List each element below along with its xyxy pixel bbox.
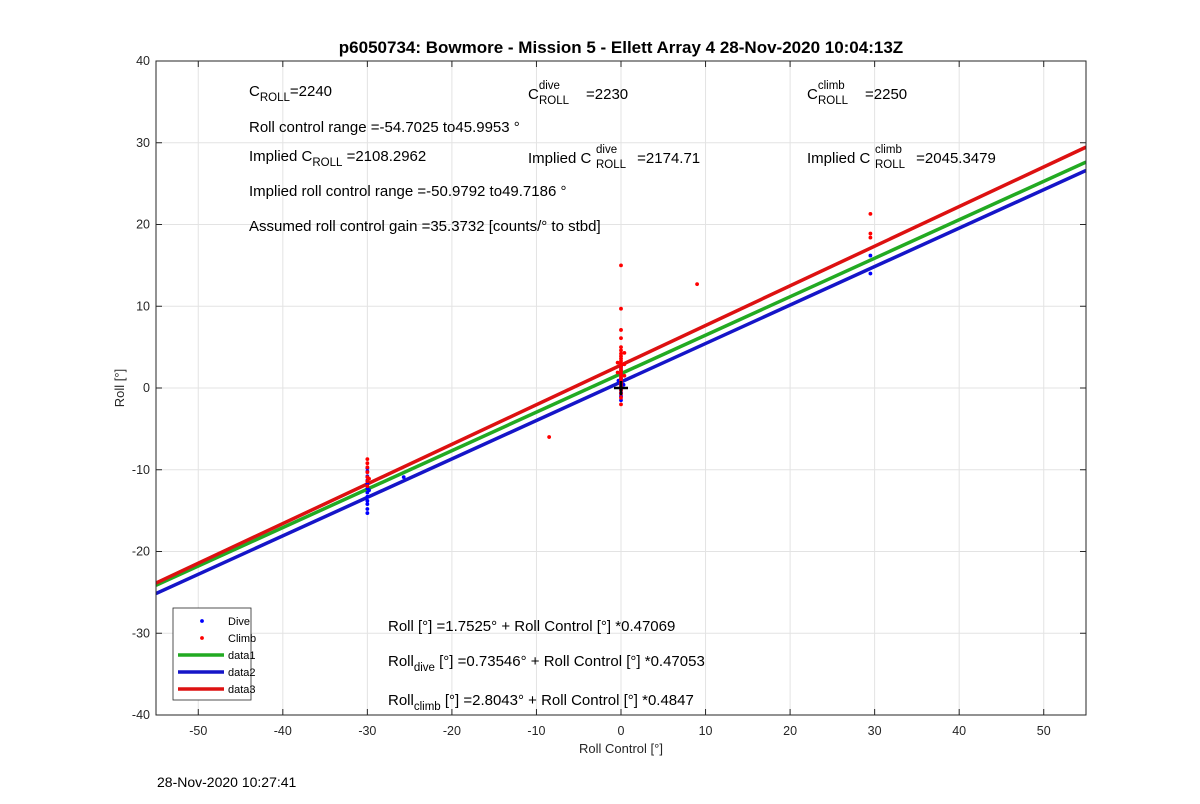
point-climb [615, 360, 620, 365]
y-tick-label: -20 [132, 545, 150, 559]
point-climb [695, 282, 699, 287]
y-tick-label: -30 [132, 626, 150, 640]
point-climb [868, 235, 873, 240]
point-dive [401, 475, 406, 480]
point-dive [365, 511, 370, 515]
y-tick-label: 10 [136, 299, 150, 313]
legend-label: data2 [228, 667, 256, 679]
point-dive [365, 494, 370, 499]
roll-range-annotation: Roll control range =-54.7025 to45.9953 ° [249, 119, 520, 136]
point-climb [365, 461, 370, 466]
x-tick-label: -30 [358, 724, 376, 738]
point-climb [365, 484, 370, 488]
x-tick-label: 20 [783, 724, 797, 738]
x-tick-label: -20 [443, 724, 461, 738]
point-climb [619, 402, 623, 407]
c-roll-annotation: CROLL=2240 [249, 83, 332, 104]
x-tick-label: -10 [527, 724, 545, 738]
y-tick-label: -40 [132, 708, 150, 722]
point-climb [868, 211, 873, 216]
legend-label: data3 [228, 684, 256, 696]
chart-title: p6050734: Bowmore - Mission 5 - Ellett A… [339, 38, 903, 57]
implied-range-annotation: Implied roll control range =-50.9792 to4… [249, 183, 566, 200]
plot-frame [155, 60, 1087, 716]
point-dive [868, 271, 873, 276]
point-climb [619, 263, 623, 268]
fit-all-equation: Roll [°] =1.7525° + Roll Control [°] *0.… [388, 618, 675, 635]
point-climb [367, 476, 371, 481]
point-climb [619, 328, 623, 332]
point-climb [619, 306, 623, 311]
point-climb [622, 362, 627, 367]
x-tick-label: -50 [189, 724, 207, 738]
x-tick-label: 40 [952, 724, 966, 738]
x-tick-label: 10 [699, 724, 713, 738]
fit-climb-equation: Rollclimb [°] =2.8043° + Roll Control [°… [388, 692, 694, 713]
point-dive [868, 253, 873, 258]
y-tick-label: 20 [136, 218, 150, 232]
legend-label: Dive [228, 616, 250, 628]
x-tick-labels: -50 -40 -30 -20 -10 0 10 20 30 40 50 [189, 724, 1050, 738]
point-climb [619, 348, 623, 353]
point-dive [367, 488, 371, 493]
point-climb [365, 470, 370, 475]
legend-marker-climb [200, 636, 204, 640]
origin-marker [614, 381, 628, 395]
legend: Dive Climb data1 data2 data3 [172, 607, 256, 701]
point-climb [365, 465, 370, 470]
y-tick-label: 40 [136, 54, 150, 68]
y-tick-label: 0 [143, 381, 150, 395]
x-tick-label: 0 [618, 724, 625, 738]
y-tick-label: -10 [132, 463, 150, 477]
implied-c-roll-annotation: Implied CROLL =2108.2962 [249, 148, 426, 169]
y-tick-labels: -40 -30 -20 -10 0 10 20 30 40 [132, 54, 150, 722]
footer-timestamp: 28-Nov-2020 10:27:41 [157, 774, 297, 790]
point-climb [868, 231, 873, 236]
point-climb [622, 350, 627, 355]
point-climb [619, 395, 623, 400]
x-axis-label: Roll Control [°] [579, 741, 663, 756]
point-climb [619, 345, 623, 350]
x-tick-label: 50 [1037, 724, 1051, 738]
point-climb [622, 373, 627, 378]
legend-label: data1 [228, 650, 256, 662]
x-tick-label: 30 [868, 724, 882, 738]
point-dive [365, 507, 370, 511]
gain-annotation: Assumed roll control gain =35.3732 [coun… [249, 218, 601, 235]
c-roll-dive-annotation: Cdive ROLL =2230 [528, 80, 628, 107]
point-dive [365, 502, 370, 506]
x-tick-label: -40 [274, 724, 292, 738]
fit-dive-equation: Rolldive [°] =0.73546° + Roll Control [°… [388, 653, 705, 674]
legend-marker-dive [200, 619, 204, 623]
point-climb [615, 370, 620, 375]
data-points [365, 211, 873, 515]
y-axis-label: Roll [°] [112, 369, 127, 407]
point-climb [365, 457, 370, 462]
c-roll-climb-annotation: Cclimb ROLL =2250 [807, 80, 907, 107]
point-climb [547, 435, 552, 439]
legend-label: Climb [228, 633, 256, 645]
point-dive [365, 498, 370, 503]
point-climb [619, 336, 623, 341]
y-tick-label: 30 [136, 136, 150, 150]
